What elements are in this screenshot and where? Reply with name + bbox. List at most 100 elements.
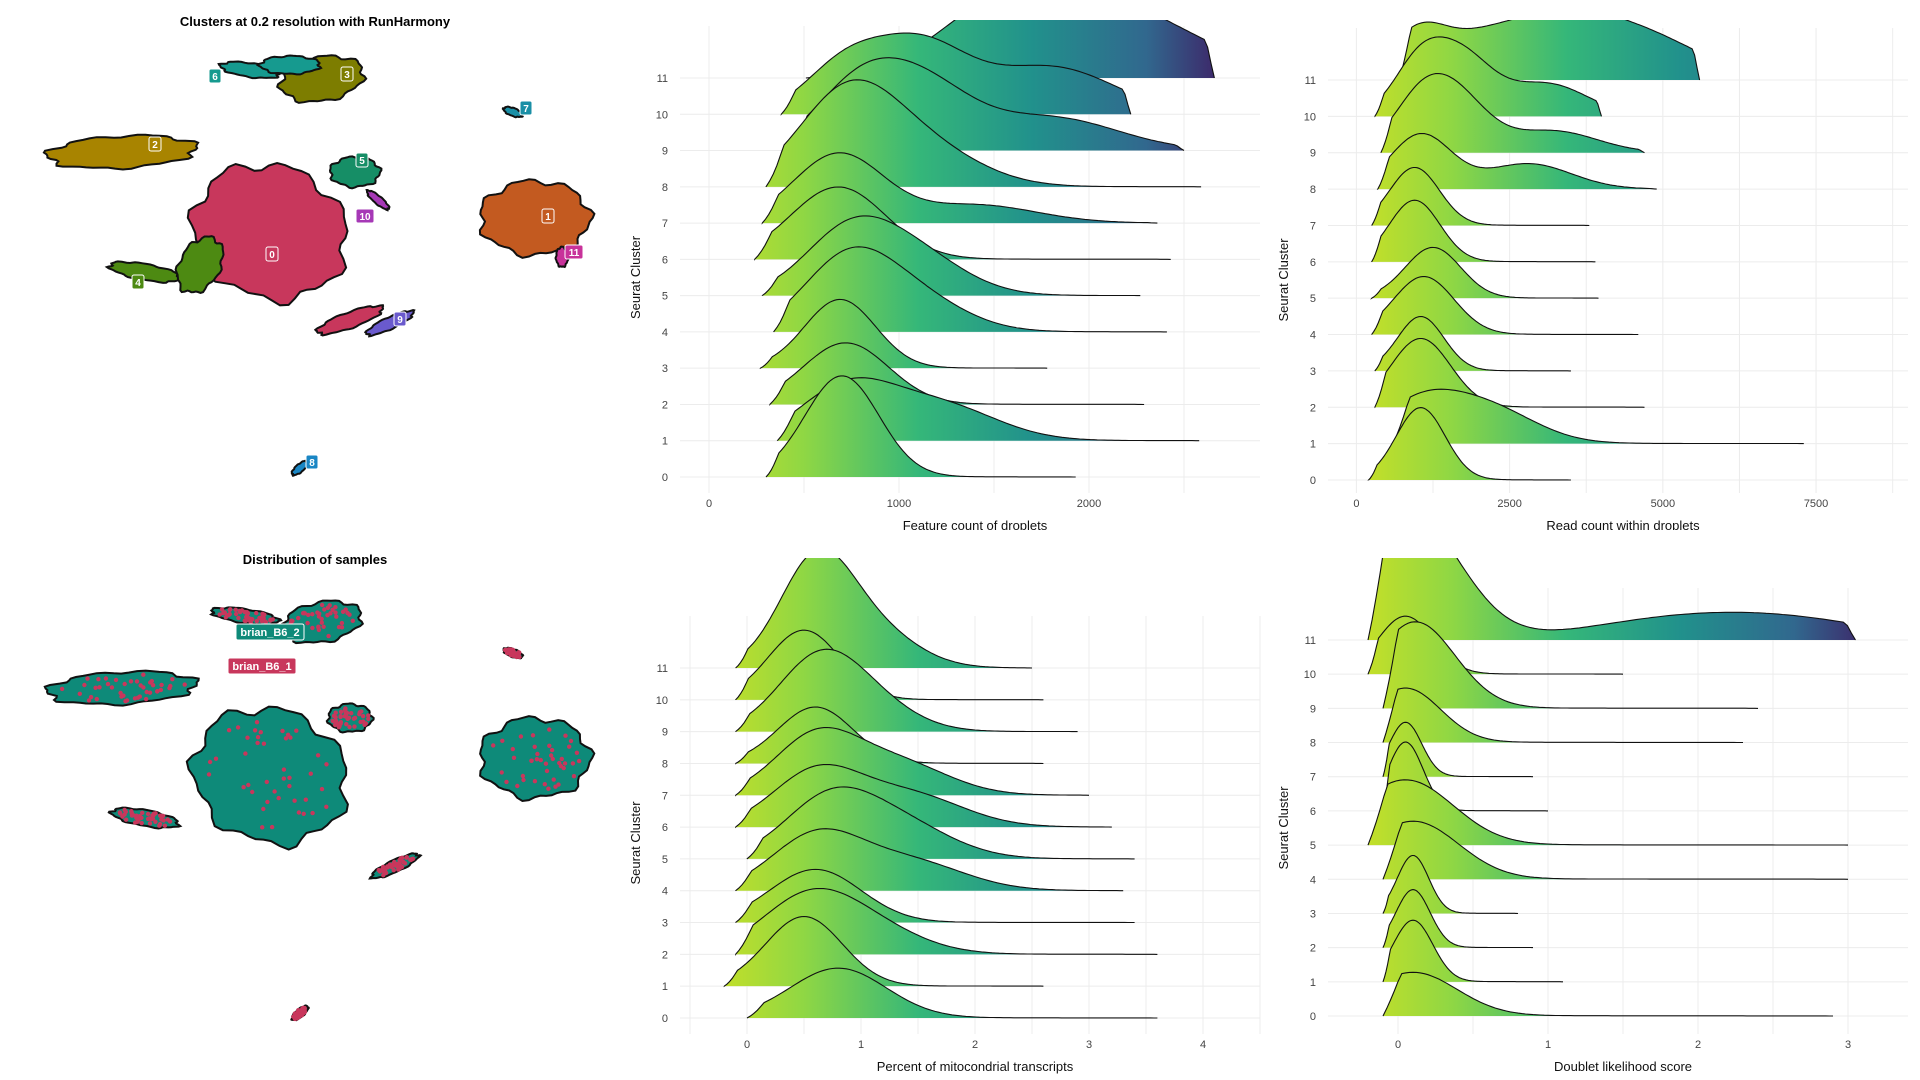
sample-point: [259, 730, 263, 734]
sample-point: [410, 857, 414, 861]
umap-samples-plot: brian_B6_2brian_B6_1: [0, 558, 620, 1078]
sample-point: [397, 861, 401, 865]
umap-cluster-4-link: [176, 236, 224, 293]
sample-point: [228, 612, 232, 616]
cluster-label-0: 0: [266, 247, 278, 261]
svg-text:2: 2: [152, 140, 158, 151]
sample-point: [93, 686, 97, 690]
sample-point: [133, 696, 137, 700]
x-tick-label: 3: [1086, 1039, 1092, 1051]
sample-point: [575, 751, 579, 755]
y-tick-label: 3: [1310, 366, 1316, 378]
svg-text:0: 0: [269, 250, 275, 261]
sample-point: [345, 711, 349, 715]
ridge-11: [1368, 558, 1856, 640]
sample-point: [254, 611, 258, 615]
ridge-feature-count-chart: 012345678910110 1000 2000Feature count of …: [620, 20, 1270, 530]
sample-point: [240, 608, 244, 612]
y-tick-label: 1: [662, 436, 668, 448]
y-tick-label: 0: [662, 472, 668, 484]
sample-point: [552, 777, 556, 781]
sample-point: [352, 724, 356, 728]
sample-point: [234, 612, 238, 616]
sample-point: [338, 722, 342, 726]
sample-point: [135, 679, 139, 683]
sample-point: [378, 869, 382, 873]
sample-point: [551, 757, 555, 761]
sample-point: [305, 621, 309, 625]
sample-point: [261, 807, 265, 811]
y-tick-label: 10: [1304, 669, 1316, 681]
sample-point: [320, 787, 324, 791]
sample-point: [129, 679, 133, 683]
sample-point: [321, 625, 325, 629]
sample-point: [163, 824, 167, 828]
sample-point: [157, 824, 161, 828]
sample-point: [85, 676, 89, 680]
sample-point: [228, 607, 232, 611]
y-tick-label: 6: [662, 254, 668, 266]
sample-point: [125, 698, 129, 702]
sample-point: [287, 784, 291, 788]
cluster-label-7: 7: [520, 101, 532, 115]
sample-point: [296, 616, 300, 620]
x-tick-label: 1000: [887, 498, 911, 510]
sample-point: [351, 619, 355, 623]
y-tick-label: 11: [657, 663, 668, 675]
y-tick-label: 3: [662, 918, 668, 930]
sample-point: [96, 677, 100, 681]
y-axis-label: Seurat Cluster: [1276, 786, 1291, 870]
sample-point: [183, 682, 187, 686]
sample-point: [577, 759, 581, 763]
sample-point: [563, 761, 567, 765]
x-tick-label: 0: [1353, 498, 1359, 510]
sample-point: [218, 612, 222, 616]
sample-point: [333, 605, 337, 609]
sample-point: [347, 613, 351, 617]
y-tick-label: 6: [1310, 257, 1316, 269]
y-tick-label: 9: [662, 727, 668, 739]
sample-point: [138, 694, 142, 698]
sample-point: [260, 615, 264, 619]
y-tick-label: 10: [656, 695, 668, 707]
sample-point: [550, 748, 554, 752]
cluster-label-6: 6: [209, 69, 221, 83]
x-axis-label: Read count within droplets: [1546, 518, 1700, 530]
y-axis-label: Seurat Cluster: [628, 801, 643, 885]
sample-point: [260, 825, 264, 829]
sample-point: [347, 725, 351, 729]
sample-point: [320, 621, 324, 625]
x-tick-label: 2000: [1077, 498, 1101, 510]
y-tick-label: 9: [1310, 703, 1316, 715]
svg-text:9: 9: [397, 315, 403, 326]
sample-point: [557, 761, 561, 765]
sample-point: [248, 619, 252, 623]
sample-point: [241, 785, 245, 789]
y-tick-label: 1: [662, 981, 668, 993]
sample-point: [326, 634, 330, 638]
sample-point: [529, 759, 533, 763]
sample-point: [297, 810, 301, 814]
y-tick-label: 10: [1304, 111, 1316, 123]
umap-cluster-4: [107, 261, 183, 283]
sample-point: [82, 683, 86, 687]
sample-point: [280, 729, 284, 733]
sample-point: [234, 608, 238, 612]
x-tick-label: 2500: [1497, 498, 1521, 510]
y-tick-label: 4: [1310, 330, 1316, 342]
sample-point: [315, 610, 319, 614]
sample-point: [393, 863, 397, 867]
sample-point: [519, 734, 523, 738]
sample-point: [400, 856, 404, 860]
sample-point: [114, 678, 118, 682]
sample-point: [334, 615, 338, 619]
sample-point: [511, 747, 515, 751]
sample-point: [124, 818, 128, 822]
sample-point: [265, 800, 269, 804]
y-tick-label: 4: [662, 886, 668, 898]
sample-point: [317, 628, 321, 632]
sample-point: [517, 655, 521, 659]
sample-point: [366, 713, 370, 717]
sample-point: [504, 780, 508, 784]
y-tick-label: 6: [662, 822, 668, 834]
